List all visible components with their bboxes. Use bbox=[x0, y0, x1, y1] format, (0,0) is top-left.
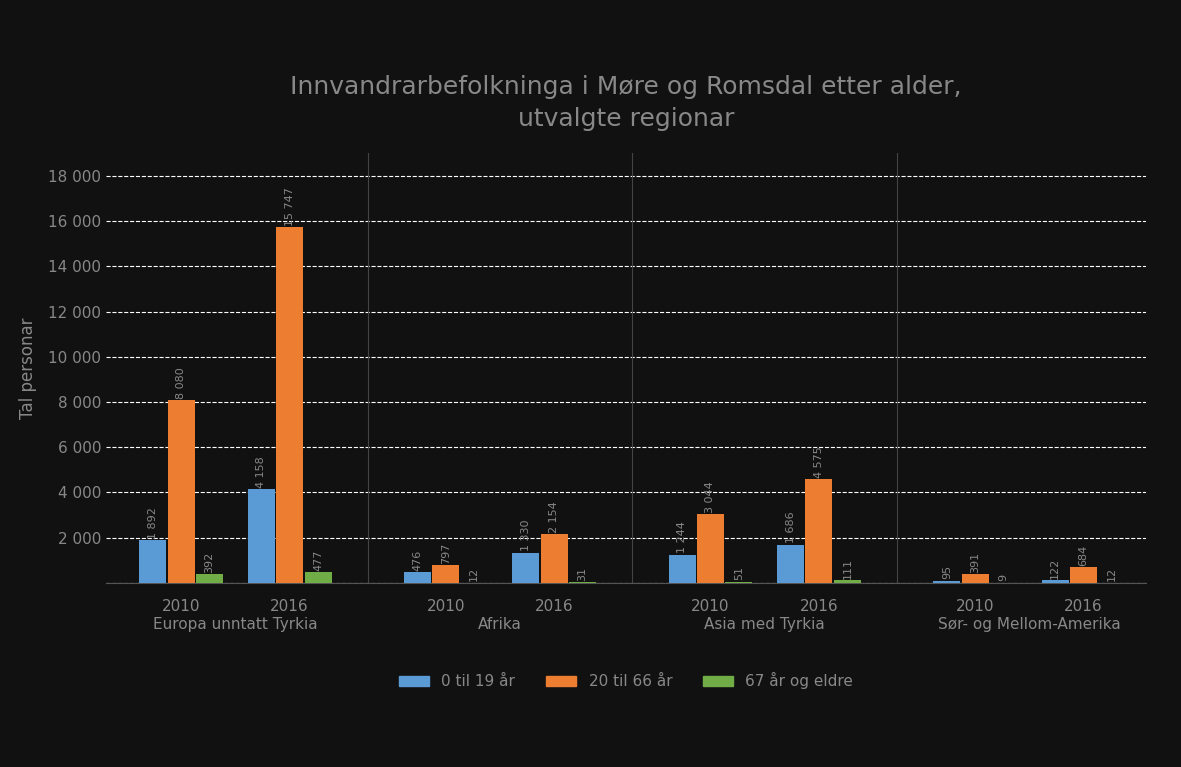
Text: 2016: 2016 bbox=[535, 599, 574, 614]
Bar bbox=[404, 572, 431, 583]
Text: 4 575: 4 575 bbox=[814, 446, 824, 478]
Bar bbox=[276, 227, 304, 583]
Text: 2016: 2016 bbox=[270, 599, 309, 614]
Text: 2016: 2016 bbox=[1064, 599, 1103, 614]
Bar bbox=[168, 400, 195, 583]
Bar bbox=[805, 479, 833, 583]
Text: 8 080: 8 080 bbox=[176, 367, 187, 399]
Bar bbox=[541, 535, 568, 583]
Text: 12: 12 bbox=[469, 567, 479, 581]
Text: 2010: 2010 bbox=[955, 599, 994, 614]
Text: 3 044: 3 044 bbox=[705, 481, 716, 513]
Bar bbox=[725, 581, 752, 583]
Text: 9: 9 bbox=[999, 574, 1009, 581]
Bar bbox=[1070, 568, 1097, 583]
Text: Asia med Tyrkia: Asia med Tyrkia bbox=[704, 617, 826, 632]
Text: 392: 392 bbox=[204, 551, 215, 573]
Bar bbox=[513, 553, 540, 583]
Text: Afrika: Afrika bbox=[478, 617, 522, 632]
Bar bbox=[834, 581, 861, 583]
Bar bbox=[668, 555, 696, 583]
Text: 1 244: 1 244 bbox=[677, 522, 687, 554]
Text: 2010: 2010 bbox=[691, 599, 730, 614]
Text: Europa unntatt Tyrkia: Europa unntatt Tyrkia bbox=[154, 617, 318, 632]
Text: 2010: 2010 bbox=[426, 599, 465, 614]
Bar bbox=[305, 572, 332, 583]
Text: 95: 95 bbox=[941, 565, 952, 579]
Text: 476: 476 bbox=[412, 549, 423, 571]
Text: 391: 391 bbox=[970, 551, 980, 573]
Text: 1 686: 1 686 bbox=[785, 512, 796, 544]
Text: 111: 111 bbox=[842, 558, 853, 579]
Text: 12: 12 bbox=[1107, 567, 1117, 581]
Bar bbox=[961, 574, 988, 583]
Text: 684: 684 bbox=[1078, 545, 1089, 566]
Text: 2010: 2010 bbox=[162, 599, 201, 614]
Bar bbox=[697, 514, 724, 583]
Text: 2 154: 2 154 bbox=[549, 501, 560, 533]
Text: Sør- og Mellom-Amerika: Sør- og Mellom-Amerika bbox=[938, 617, 1121, 632]
Bar bbox=[248, 489, 275, 583]
Title: Innvandrarbefolkninga i Møre og Romsdal etter alder,
utvalgte regionar: Innvandrarbefolkninga i Møre og Romsdal … bbox=[291, 75, 961, 130]
Bar bbox=[139, 540, 167, 583]
Y-axis label: Tal personar: Tal personar bbox=[19, 318, 37, 419]
Bar bbox=[196, 574, 223, 583]
Text: 31: 31 bbox=[578, 567, 588, 581]
Text: 477: 477 bbox=[313, 549, 324, 571]
Bar bbox=[1042, 580, 1069, 583]
Text: 1 892: 1 892 bbox=[148, 507, 158, 538]
Legend: 0 til 19 år, 20 til 66 år, 67 år og eldre: 0 til 19 år, 20 til 66 år, 67 år og eldr… bbox=[392, 667, 860, 696]
Text: 51: 51 bbox=[733, 566, 744, 581]
Bar bbox=[432, 565, 459, 583]
Text: 1 330: 1 330 bbox=[521, 520, 531, 551]
Bar bbox=[777, 545, 804, 583]
Text: 797: 797 bbox=[441, 542, 451, 564]
Text: 122: 122 bbox=[1050, 558, 1061, 579]
Bar bbox=[933, 581, 960, 583]
Text: 15 747: 15 747 bbox=[285, 186, 294, 225]
Text: 4 158: 4 158 bbox=[256, 456, 266, 488]
Text: 2016: 2016 bbox=[800, 599, 839, 614]
